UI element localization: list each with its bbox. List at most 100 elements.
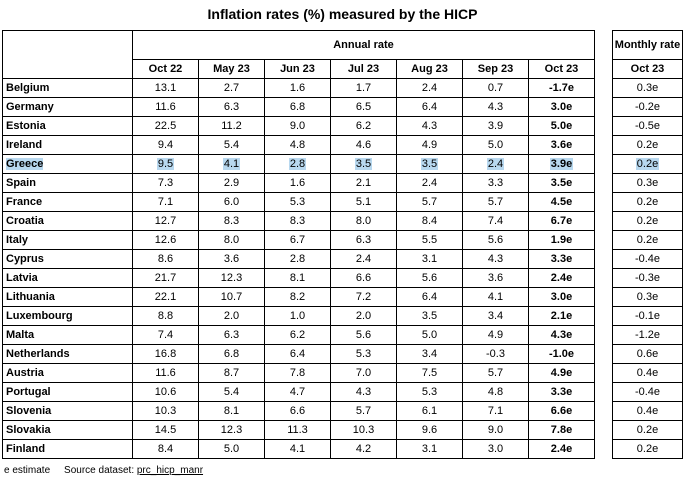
rate-value: 3.9e [549, 158, 574, 170]
rate-cell: 5.3 [330, 344, 397, 364]
rate-cell: 5.0 [462, 135, 529, 155]
rate-cell: 3.0e [528, 287, 595, 307]
source-dataset-link[interactable]: prc_hicp_manr [136, 465, 204, 476]
rate-cell: 3.3e [528, 382, 595, 402]
rate-cell: 6.4 [396, 287, 463, 307]
rate-value: 6.4 [421, 291, 438, 303]
rate-value: 6.1 [421, 405, 438, 417]
rate-value: 8.0 [355, 215, 372, 227]
country-name: Slovenia [2, 401, 133, 421]
rate-value: 3.5 [354, 158, 373, 170]
monthly-rate-value: 0.3e [636, 177, 659, 189]
rate-value: 1.6 [289, 177, 306, 189]
rate-cell: 7.5 [396, 363, 463, 383]
rate-cell: 1.7 [330, 78, 397, 98]
table-row: France 7.1 6.0 5.3 5.1 5.7 5.7 4.5e [2, 192, 595, 212]
rate-value: 8.3 [223, 215, 240, 227]
rate-cell: 6.3 [330, 230, 397, 250]
monthly-rate-cell: 0.4e [612, 401, 683, 421]
rate-cell: 6.6 [330, 268, 397, 288]
monthly-rate-value: 0.3e [636, 82, 659, 94]
rate-value: 8.6 [157, 253, 174, 265]
corner-cell [2, 30, 133, 79]
rate-cell: 4.9 [462, 325, 529, 345]
monthly-row: 0.3e [612, 173, 683, 193]
rate-value: 6.4 [421, 101, 438, 113]
rate-value: 2.8 [289, 253, 306, 265]
rate-cell: 3.1 [396, 249, 463, 269]
rate-cell: 2.0 [330, 306, 397, 326]
rate-cell: 3.5 [396, 306, 463, 326]
rate-value: 11.2 [221, 120, 242, 132]
table-row: Ireland 9.4 5.4 4.8 4.6 4.9 5.0 3.6e [2, 135, 595, 155]
monthly-row: 0.2e [612, 439, 683, 459]
rate-value: 3.9 [487, 120, 504, 132]
rate-value: 3.0 [487, 443, 504, 455]
rate-cell: 5.0e [528, 116, 595, 136]
rate-value: 9.0 [487, 424, 504, 436]
table-row: Malta 7.4 6.3 6.2 5.6 5.0 4.9 4.3e [2, 325, 595, 345]
rate-value: 7.3 [157, 177, 174, 189]
country-label: Greece [6, 158, 44, 170]
country-label: Germany [6, 101, 54, 113]
table-row: Belgium 13.1 2.7 1.6 1.7 2.4 0.7 -1.7e [2, 78, 595, 98]
rate-value: 5.5 [421, 234, 438, 246]
rate-value: 4.8 [289, 139, 306, 151]
monthly-rate-value: 0.2e [636, 424, 659, 436]
column-header: Jul 23 [330, 59, 397, 79]
country-label: Malta [6, 329, 35, 341]
column-header: Sep 23 [462, 59, 529, 79]
country-name: Lithuania [2, 287, 133, 307]
monthly-rate-cell: 0.2e [612, 439, 683, 459]
rate-cell: 5.3 [264, 192, 331, 212]
rate-cell: 7.4 [462, 211, 529, 231]
rate-cell: 7.8e [528, 420, 595, 440]
rate-value: 5.0e [550, 120, 573, 132]
rate-value: 2.4e [550, 272, 573, 284]
rate-value: 6.5 [355, 101, 372, 113]
country-name: Estonia [2, 116, 133, 136]
rate-cell: 3.5e [528, 173, 595, 193]
country-name: Slovakia [2, 420, 133, 440]
rate-cell: 5.4 [198, 382, 265, 402]
rate-cell: 4.8 [462, 382, 529, 402]
page-title: Inflation rates (%) measured by the HICP [207, 6, 478, 22]
column-header: May 23 [198, 59, 265, 79]
rate-cell: 7.1 [462, 401, 529, 421]
monthly-row: 0.4e [612, 401, 683, 421]
rate-cell: 4.3 [330, 382, 397, 402]
rate-cell: 1.0 [264, 306, 331, 326]
rate-cell: 10.3 [132, 401, 199, 421]
rate-cell: 4.3 [462, 249, 529, 269]
rate-value: 8.2 [289, 291, 306, 303]
rate-cell: 11.3 [264, 420, 331, 440]
estimate-note: e estimate [4, 465, 51, 476]
rate-cell: 6.0 [198, 192, 265, 212]
rate-value: 1.6 [289, 82, 306, 94]
footer: e estimate Source dataset: prc_hicp_manr [4, 465, 203, 476]
rate-value: 1.9e [550, 234, 573, 246]
rate-value: 5.0 [487, 139, 504, 151]
rate-cell: 3.4 [396, 344, 463, 364]
rate-value: 8.1 [289, 272, 306, 284]
country-name: Finland [2, 439, 133, 459]
rate-cell: 5.1 [330, 192, 397, 212]
rate-cell: 3.3 [462, 173, 529, 193]
country-name: France [2, 192, 133, 212]
monthly-rate-value: -0.4e [634, 253, 661, 265]
rate-value: -1.0e [548, 348, 575, 360]
rate-value: 4.1 [487, 291, 504, 303]
column-header: Aug 23 [396, 59, 463, 79]
monthly-row: 0.2e [612, 420, 683, 440]
rate-value: 8.4 [157, 443, 174, 455]
monthly-row: 0.4e [612, 363, 683, 383]
rate-value: 12.6 [154, 234, 177, 246]
rate-cell: 2.9 [198, 173, 265, 193]
rate-value: 4.7 [289, 386, 306, 398]
monthly-rate-cell: 0.2e [612, 230, 683, 250]
rate-cell: 0.7 [462, 78, 529, 98]
table-row: Austria 11.6 8.7 7.8 7.0 7.5 5.7 4.9e [2, 363, 595, 383]
rate-value: 10.3 [352, 424, 375, 436]
rate-value: 4.3 [355, 386, 372, 398]
monthly-rate-cell: -0.1e [612, 306, 683, 326]
